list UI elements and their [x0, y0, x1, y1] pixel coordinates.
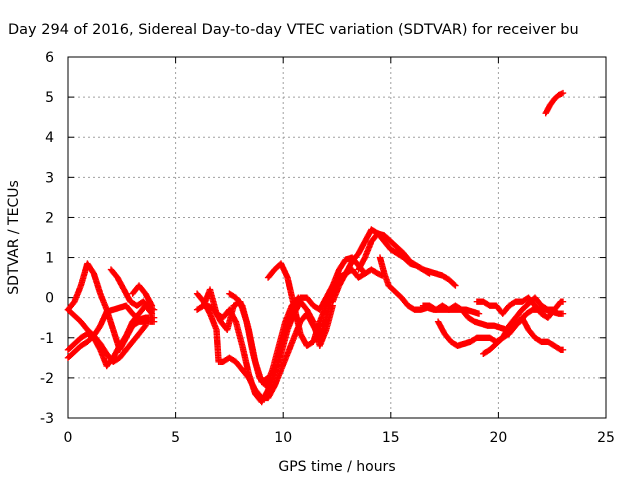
data-track-15 — [355, 230, 433, 277]
y-tick-label: 6 — [45, 50, 54, 66]
data-track-6 — [103, 302, 156, 370]
y-tick-label: -3 — [40, 411, 54, 427]
y-tick-label: -1 — [40, 331, 54, 347]
y-tick-label: 2 — [45, 210, 54, 226]
x-tick-label: 5 — [171, 430, 180, 446]
x-tick-label: 25 — [597, 430, 615, 446]
data-point-marks — [542, 89, 567, 117]
data-point-marks — [434, 314, 567, 353]
data-point-marks — [64, 302, 158, 361]
y-tick-label: 0 — [45, 291, 54, 307]
plot-area-frame — [67, 56, 607, 419]
data-track-2 — [64, 302, 158, 361]
data-point-marks — [355, 230, 433, 277]
chart-title: Day 294 of 2016, Sidereal Day-to-day VTE… — [8, 22, 579, 38]
y-tick-label: 4 — [45, 130, 54, 146]
x-tick-label: 0 — [64, 430, 73, 446]
grid — [68, 57, 606, 418]
y-tick-label: 1 — [45, 251, 54, 267]
data-track-13 — [277, 266, 386, 349]
data-track-7 — [129, 282, 156, 309]
data-point-marks — [103, 302, 156, 370]
data-point-marks — [277, 266, 386, 349]
data-track-11 — [226, 290, 272, 386]
data-track-20 — [480, 294, 558, 357]
data-track-17 — [434, 314, 567, 353]
data-track-4 — [64, 330, 110, 370]
y-tick-label: 3 — [45, 170, 54, 186]
data-point-marks — [64, 330, 110, 370]
data-track-21 — [542, 89, 567, 117]
x-tick-label: 10 — [274, 430, 292, 446]
x-tick-label: 20 — [489, 430, 507, 446]
axis-ticks: 0 5 10 15 20 25 -3 -2 -1 0 1 2 3 4 5 6 — [40, 50, 615, 446]
x-axis-label: GPS time / hours — [278, 459, 395, 475]
y-tick-label: 5 — [45, 90, 54, 106]
data-point-marks — [473, 294, 567, 321]
y-axis-label: SDTVAR / TECUs — [6, 180, 22, 295]
data-point-marks — [129, 282, 156, 309]
y-tick-label: -2 — [40, 371, 54, 387]
data-marks — [64, 89, 567, 406]
data-point-marks — [480, 294, 558, 357]
data-track-19 — [473, 294, 567, 321]
data-point-marks — [226, 290, 272, 386]
x-tick-label: 15 — [382, 430, 400, 446]
